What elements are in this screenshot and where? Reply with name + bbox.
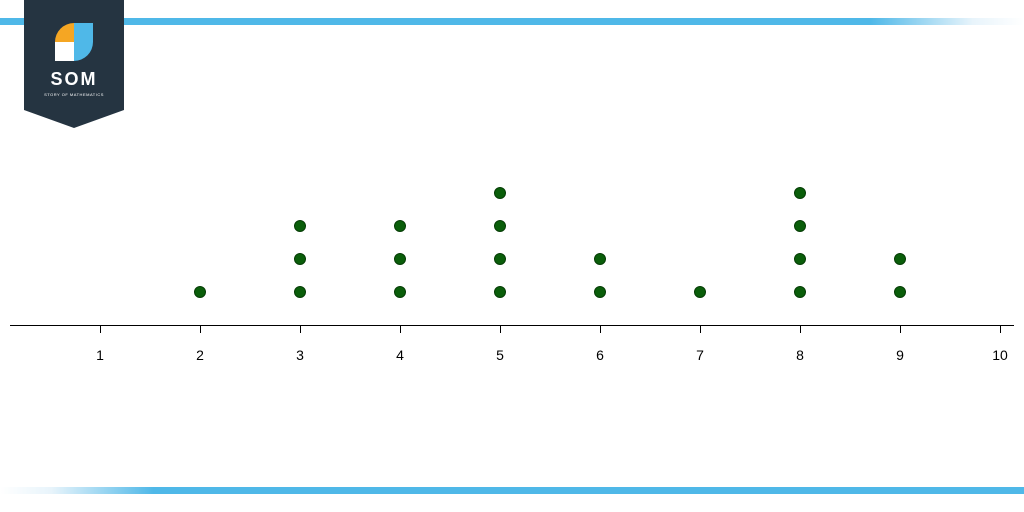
data-dot <box>794 286 806 298</box>
dot-plot: 1 2 3 4 5 6 7 8 9 10 <box>0 0 1024 512</box>
data-dot <box>694 286 706 298</box>
data-dot <box>494 220 506 232</box>
data-dot <box>294 253 306 265</box>
axis-tick <box>200 325 201 333</box>
data-dot <box>394 286 406 298</box>
data-dot <box>394 220 406 232</box>
data-dot <box>894 286 906 298</box>
axis-tick <box>900 325 901 333</box>
axis-tick <box>600 325 601 333</box>
axis-tick <box>500 325 501 333</box>
axis-tick <box>100 325 101 333</box>
data-dot <box>394 253 406 265</box>
axis-label: 7 <box>696 347 704 363</box>
x-axis <box>10 325 1014 326</box>
axis-tick <box>1000 325 1001 333</box>
axis-label: 6 <box>596 347 604 363</box>
axis-label: 9 <box>896 347 904 363</box>
axis-label: 5 <box>496 347 504 363</box>
axis-label: 8 <box>796 347 804 363</box>
data-dot <box>194 286 206 298</box>
data-dot <box>294 220 306 232</box>
axis-tick <box>400 325 401 333</box>
data-dot <box>894 253 906 265</box>
axis-label: 4 <box>396 347 404 363</box>
axis-label: 10 <box>992 347 1008 363</box>
data-dot <box>794 220 806 232</box>
data-dot <box>494 253 506 265</box>
data-dot <box>594 253 606 265</box>
data-dot <box>794 253 806 265</box>
data-dot <box>294 286 306 298</box>
data-dot <box>794 187 806 199</box>
axis-label: 1 <box>96 347 104 363</box>
axis-tick <box>700 325 701 333</box>
axis-tick <box>300 325 301 333</box>
data-dot <box>494 187 506 199</box>
data-dot <box>594 286 606 298</box>
axis-label: 3 <box>296 347 304 363</box>
data-dot <box>494 286 506 298</box>
axis-label: 2 <box>196 347 204 363</box>
axis-tick <box>800 325 801 333</box>
